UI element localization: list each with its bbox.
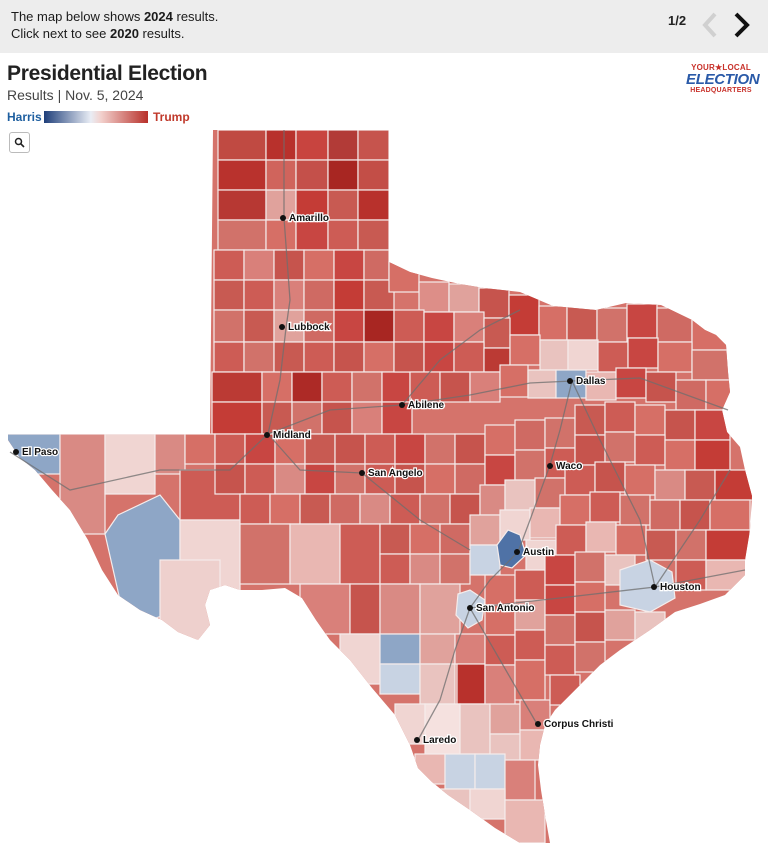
city-waco[interactable]: Waco <box>547 460 584 473</box>
page-indicator: 1/2 <box>668 13 687 28</box>
svg-text:Dallas: Dallas <box>576 376 606 387</box>
highways <box>9 130 746 741</box>
city-lubbock[interactable]: Lubbock <box>279 321 331 334</box>
page-subtitle: Results | Nov. 5, 2024 <box>7 87 144 103</box>
city-dallas[interactable]: Dallas <box>567 375 607 388</box>
svg-text:Waco: Waco <box>556 461 582 472</box>
county-shapes <box>8 130 752 843</box>
legend-color-ramp <box>44 111 148 123</box>
city-corpus-christi[interactable]: Corpus Christi <box>535 718 615 731</box>
svg-text:El Paso: El Paso <box>22 447 58 458</box>
texas-county-map[interactable]: Amarillo Lubbock Dallas Abilene Midland … <box>0 125 768 843</box>
results-notice: The map below shows 2024 results. Click … <box>11 9 219 41</box>
svg-text:Amarillo: Amarillo <box>289 213 329 224</box>
election-headquarters-logo: YOUR★LOCAL ELECTION HEADQUARTERS <box>686 63 760 95</box>
city-laredo[interactable]: Laredo <box>414 734 458 747</box>
svg-text:San Angelo: San Angelo <box>368 468 423 479</box>
city-san-angelo[interactable]: San Angelo <box>359 467 424 480</box>
svg-text:Corpus Christi: Corpus Christi <box>544 719 614 730</box>
svg-text:Midland: Midland <box>273 430 311 441</box>
city-san-antonio[interactable]: San Antonio <box>467 602 536 615</box>
page-title: Presidential Election <box>7 62 208 85</box>
svg-text:Houston: Houston <box>660 582 701 593</box>
legend-harris-label: Harris <box>7 110 42 124</box>
chevron-left-icon <box>702 12 717 38</box>
next-button[interactable] <box>731 10 755 40</box>
top-notice-bar: The map below shows 2024 results. Click … <box>0 0 768 53</box>
city-amarillo[interactable]: Amarillo <box>280 212 330 225</box>
city-markers: Amarillo Lubbock Dallas Abilene Midland … <box>13 212 702 747</box>
city-houston[interactable]: Houston <box>651 581 702 594</box>
legend-trump-label: Trump <box>153 110 190 124</box>
svg-text:Austin: Austin <box>523 547 554 558</box>
previous-button[interactable] <box>698 10 722 40</box>
city-midland[interactable]: Midland <box>264 429 312 442</box>
svg-text:Laredo: Laredo <box>423 735 456 746</box>
svg-text:San Antonio: San Antonio <box>476 603 535 614</box>
city-el-paso[interactable]: El Paso <box>13 446 59 459</box>
search-icon <box>14 137 25 148</box>
city-austin[interactable]: Austin <box>514 546 555 559</box>
zoom-search-button[interactable] <box>9 132 30 153</box>
chevron-right-icon <box>734 12 750 38</box>
svg-text:Abilene: Abilene <box>408 400 445 411</box>
svg-text:Lubbock: Lubbock <box>288 322 330 333</box>
city-abilene[interactable]: Abilene <box>399 399 446 412</box>
